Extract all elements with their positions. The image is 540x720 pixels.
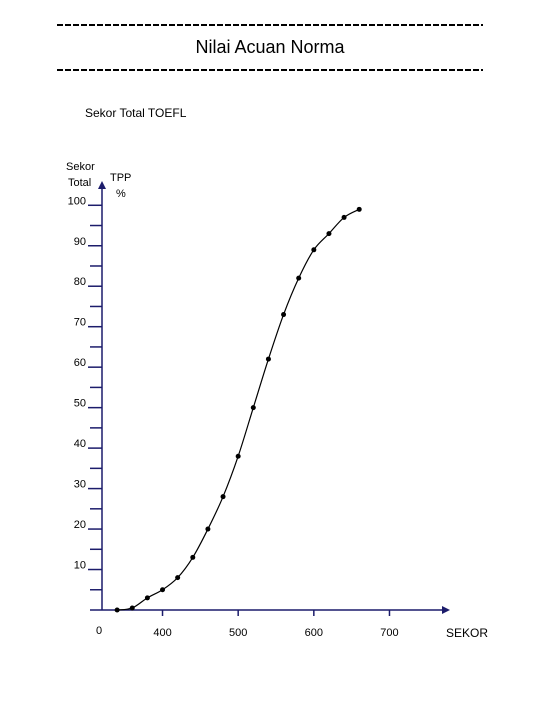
- x-axis-arrow: [442, 606, 450, 614]
- y-tick-label: 90: [74, 236, 86, 248]
- data-point: [114, 607, 120, 613]
- y-label-unit: TPP: [110, 172, 131, 184]
- data-point: [205, 526, 211, 532]
- data-point: [326, 231, 332, 237]
- data-point: [220, 494, 226, 500]
- x-label: SEKOR: [446, 626, 488, 640]
- y-tick-label: 40: [74, 438, 86, 450]
- subtitle: Sekor Total TOEFL: [85, 106, 187, 120]
- x-tick-label: 400: [153, 627, 171, 639]
- data-point: [175, 575, 181, 581]
- y-label: Sekor: [66, 161, 95, 173]
- data-point: [341, 214, 347, 220]
- origin-label: 0: [96, 625, 102, 637]
- x-tick-label: 600: [305, 627, 323, 639]
- y-tick-label: 10: [74, 560, 86, 572]
- data-point: [281, 312, 287, 318]
- x-tick-label: 500: [229, 627, 247, 639]
- data-point: [144, 595, 150, 601]
- data-point: [356, 206, 362, 212]
- data-point: [311, 247, 317, 253]
- page-title: Nilai Acuan Norma: [195, 37, 345, 57]
- y-tick-label: 80: [74, 276, 86, 288]
- y-label-unit: %: [116, 188, 126, 200]
- y-tick-label: 100: [68, 195, 86, 207]
- data-point: [296, 275, 302, 281]
- data-point: [265, 356, 271, 362]
- y-tick-label: 50: [74, 398, 86, 410]
- y-tick-label: 70: [74, 317, 86, 329]
- fit-curve: [117, 208, 360, 611]
- data-point: [129, 605, 135, 611]
- y-tick-label: 20: [74, 519, 86, 531]
- data-point: [250, 405, 256, 411]
- y-tick-label: 30: [74, 479, 86, 491]
- data-point: [160, 587, 166, 593]
- y-label: Total: [68, 177, 91, 189]
- data-point: [235, 453, 241, 459]
- data-point: [190, 554, 196, 560]
- y-tick-label: 60: [74, 357, 86, 369]
- x-tick-label: 700: [380, 627, 398, 639]
- y-axis-arrow: [98, 181, 106, 189]
